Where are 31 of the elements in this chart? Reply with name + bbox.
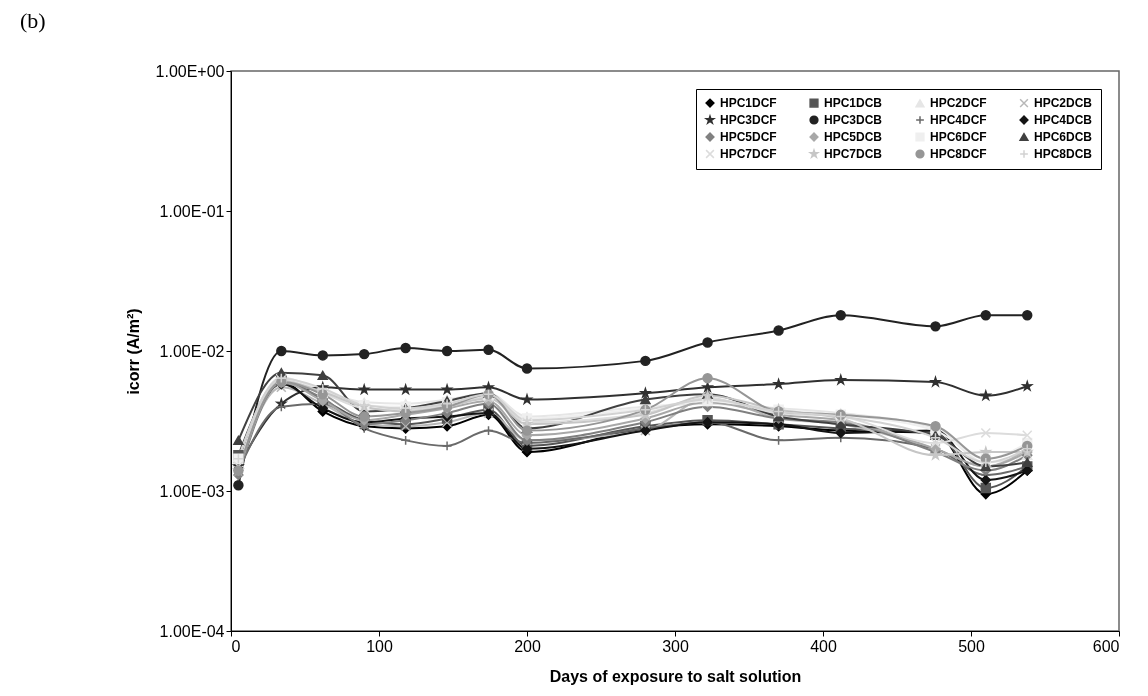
x-tick-label: 100 (366, 637, 393, 655)
legend-label: HPC6DCF (930, 130, 987, 144)
legend-label: HPC7DCF (720, 147, 777, 161)
x-tick-label: 500 (958, 637, 985, 655)
legend-label: HPC4DCF (930, 113, 987, 127)
legend-label: HPC3DCB (824, 113, 883, 127)
legend-label: HPC1DCF (720, 96, 777, 111)
text: (b) (20, 8, 46, 33)
x-tick-label: 300 (662, 637, 689, 655)
y-axis-title: icorr (A/m²) (124, 308, 142, 395)
y-tick-label: 1.00E-01 (159, 202, 225, 220)
x-axis-title: Days of exposure to salt solution (549, 667, 802, 685)
legend-label: HPC4DCB (1034, 113, 1093, 127)
legend-label: HPC3DCF (720, 113, 777, 127)
y-tick-label: 1.00E-03 (159, 482, 225, 500)
y-tick-label: 1.00E-04 (159, 622, 225, 640)
legend-label: HPC2DCF (930, 96, 987, 111)
legend-label: HPC7DCB (824, 147, 883, 161)
x-tick-label: 0 (231, 637, 241, 655)
y-tick-label: 1.00E-02 (159, 342, 225, 360)
legend-label: HPC1DCB (824, 96, 883, 111)
x-tick-label: 400 (810, 637, 837, 655)
legend-label: HPC8DCB (1034, 147, 1093, 161)
legend-label: HPC2DCB (1034, 96, 1093, 111)
legend-label: HPC8DCF (930, 147, 987, 161)
x-tick-label: 200 (514, 637, 541, 655)
legend-label: HPC5DCF (720, 130, 777, 144)
legend-label: HPC5DCB (824, 130, 883, 144)
y-tick-label: 1.00E+00 (155, 62, 225, 80)
legend-label: HPC6DCB (1034, 130, 1093, 144)
x-tick-label: 600 (1092, 637, 1120, 655)
